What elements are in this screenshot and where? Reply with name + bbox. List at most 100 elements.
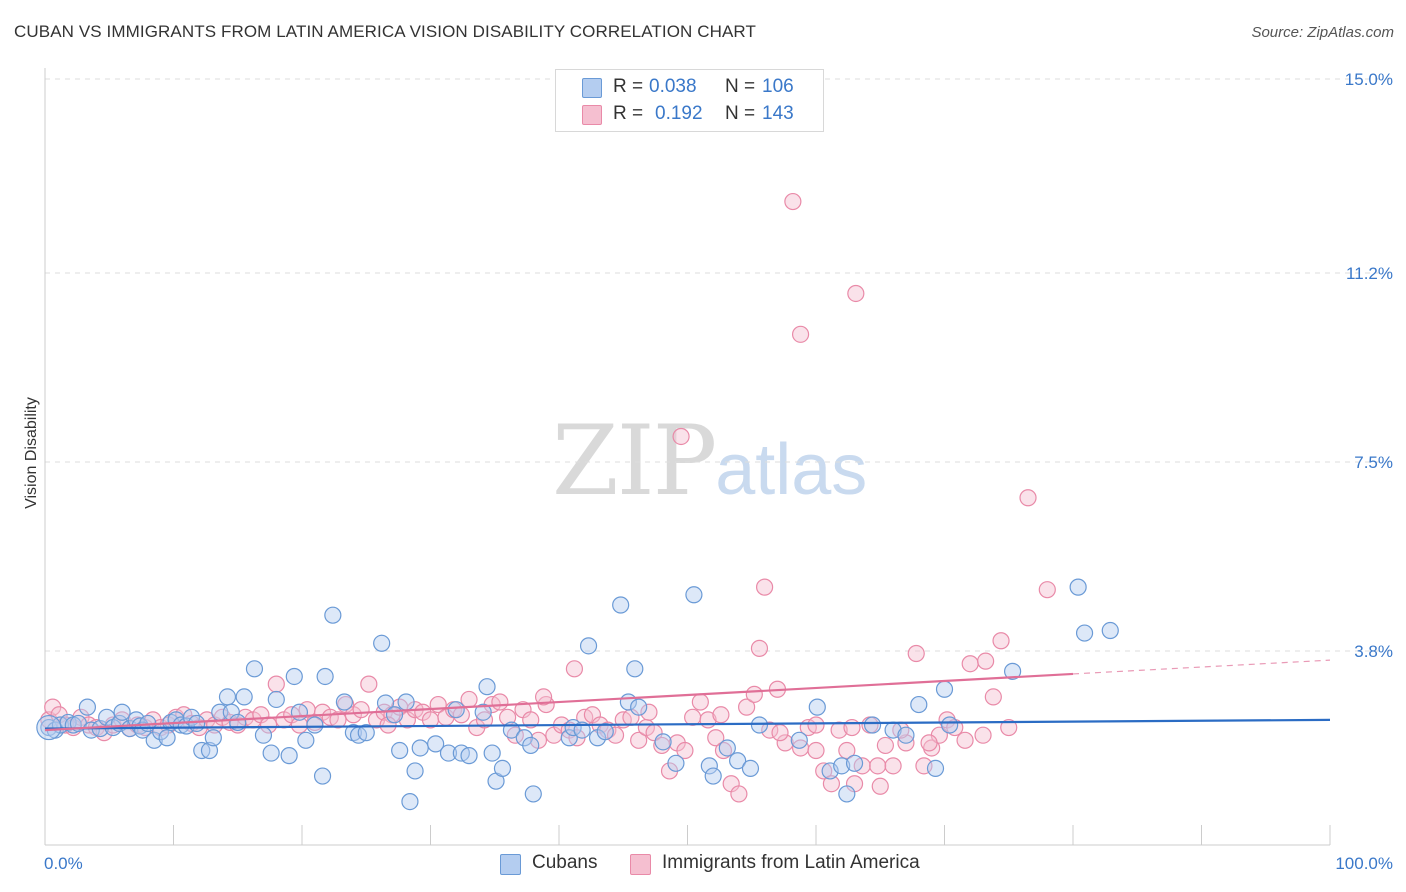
data-point	[830, 721, 848, 739]
y-tick-label: 15.0%	[1345, 70, 1393, 89]
data-point	[335, 693, 354, 711]
data-point	[791, 325, 810, 343]
data-point	[573, 721, 591, 739]
data-point	[961, 655, 979, 673]
x-tick-label: 0.0%	[44, 854, 83, 873]
data-point	[478, 678, 496, 696]
data-point	[654, 733, 672, 751]
data-point	[1038, 581, 1056, 599]
data-point	[579, 637, 598, 655]
data-point	[1075, 624, 1094, 642]
data-point	[329, 711, 347, 729]
data-point	[750, 716, 769, 734]
y-tick-label: 3.8%	[1354, 642, 1393, 661]
y-tick-label: 11.2%	[1346, 264, 1393, 283]
data-point	[491, 693, 509, 711]
n-label: N =	[725, 103, 756, 124]
data-point	[897, 726, 915, 744]
axes	[44, 68, 1331, 846]
data-point	[869, 757, 887, 775]
data-point	[397, 693, 415, 711]
data-point	[755, 578, 774, 596]
r-value: 0.192	[655, 103, 703, 124]
data-point	[524, 785, 542, 803]
data-point	[630, 731, 648, 749]
data-point	[522, 711, 540, 729]
data-point	[357, 724, 375, 742]
data-point	[741, 759, 760, 778]
data-point	[745, 685, 763, 703]
data-point	[672, 427, 690, 446]
data-point	[285, 667, 303, 686]
chart-title: CUBAN VS IMMIGRANTS FROM LATIN AMERICA V…	[14, 22, 756, 41]
data-point	[1004, 662, 1022, 680]
r-label: R =	[613, 103, 644, 124]
data-point	[730, 785, 748, 803]
watermark-zip: ZIP	[552, 405, 717, 517]
data-point	[391, 741, 409, 760]
data-point	[290, 703, 309, 721]
data-point	[200, 741, 219, 760]
data-point	[750, 639, 769, 657]
data-point	[560, 729, 578, 747]
data-point	[626, 660, 644, 678]
data-point	[667, 754, 685, 772]
n-value: 143	[762, 103, 794, 124]
data-point	[808, 698, 826, 716]
data-point	[439, 744, 458, 762]
data-point	[235, 688, 253, 706]
data-point	[262, 744, 280, 762]
cubans-points	[36, 578, 1119, 811]
data-point	[565, 660, 584, 678]
data-point	[738, 698, 756, 716]
data-point	[158, 729, 176, 747]
watermark: ZIPatlas	[552, 405, 867, 517]
data-point	[926, 759, 945, 778]
data-point	[776, 734, 794, 752]
data-point	[700, 757, 718, 775]
data-point	[784, 192, 802, 211]
data-point	[691, 693, 709, 711]
data-point	[447, 701, 465, 719]
grid-lines	[45, 78, 1392, 652]
stats-row-latam: R = 0.192 N = 143	[556, 101, 823, 127]
trend-lines	[44, 659, 1331, 732]
data-point	[977, 652, 995, 670]
data-point	[78, 698, 97, 716]
legend-label: Immigrants from Latin America	[662, 852, 920, 873]
data-point	[460, 747, 478, 765]
data-point	[145, 731, 163, 749]
data-point	[640, 703, 658, 721]
tick-labels: 3.8% 7.5% 11.2% 15.0% 0.0% 100.0%	[44, 70, 1393, 873]
data-point	[297, 731, 315, 749]
data-point	[838, 785, 856, 803]
data-point	[871, 777, 889, 795]
latam-trend-extension	[1072, 659, 1331, 675]
data-point	[606, 726, 625, 744]
data-point	[612, 596, 630, 614]
r-value: 0.038	[649, 76, 697, 97]
data-point	[910, 695, 928, 714]
data-point	[843, 718, 861, 737]
latam-swatch	[582, 105, 602, 125]
data-point	[847, 284, 865, 303]
data-point	[267, 675, 285, 693]
data-point	[838, 741, 856, 760]
data-point	[218, 688, 237, 706]
data-point	[676, 741, 694, 760]
data-point	[254, 726, 273, 744]
data-point	[1019, 489, 1037, 507]
data-point	[984, 688, 1002, 706]
latam-legend-swatch	[630, 854, 651, 875]
data-point	[761, 721, 779, 739]
data-point	[280, 747, 298, 765]
data-point	[815, 762, 833, 780]
data-point	[188, 714, 206, 733]
data-point	[385, 706, 404, 724]
stats-row-cubans: R = 0.038 N = 106	[556, 74, 823, 100]
data-point	[876, 736, 894, 755]
data-point	[306, 716, 324, 734]
data-point	[684, 708, 702, 726]
watermark-atlas: atlas	[715, 430, 868, 510]
data-point	[1000, 718, 1018, 737]
